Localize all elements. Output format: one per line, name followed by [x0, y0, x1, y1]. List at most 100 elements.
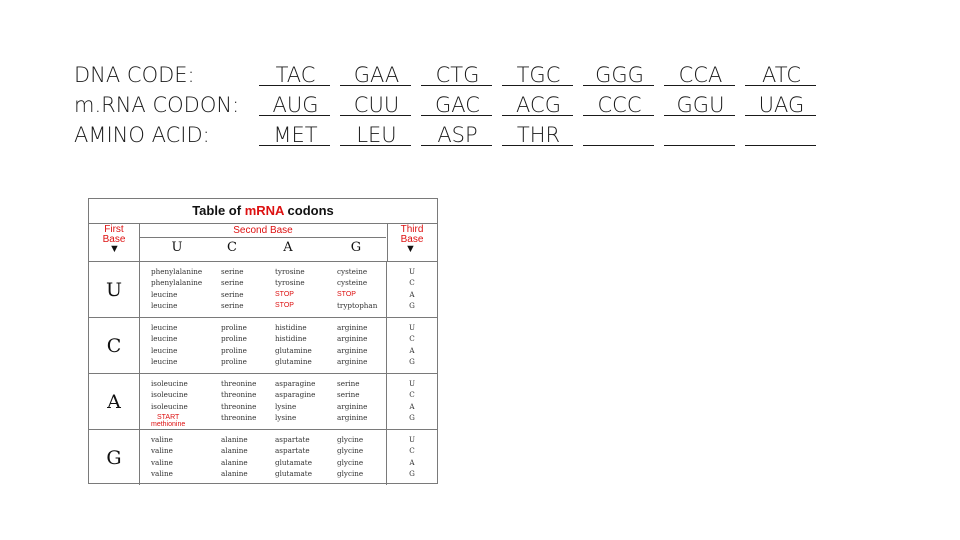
amino-acid-column: tyrosine tyrosine STOP STOP: [275, 266, 305, 311]
answer-text: TAC: [275, 63, 316, 87]
blank-underline: [259, 85, 330, 86]
blank-underline: [502, 85, 573, 86]
amino-acid-cell: threonine: [221, 390, 257, 400]
amino-acid-column: arginine arginine arginine arginine: [337, 322, 367, 367]
amino-acid-cell: serine: [221, 267, 244, 276]
amino-acid-cell: isoleucine: [151, 390, 188, 400]
answer-text: CCA: [678, 63, 723, 87]
header-divider: [139, 223, 140, 261]
amino-acid-column: histidine histidine glutamine glutamine: [275, 322, 312, 367]
third-base-letter: C: [409, 390, 415, 400]
amino-acid-cell: STOP: [337, 290, 356, 298]
amino-acid-cell: threonine: [221, 401, 257, 411]
second-base-label: Second Base: [233, 225, 293, 236]
answer-cell: TGC: [498, 60, 579, 90]
start-label: START: [156, 414, 180, 421]
blank-answer-cell: [579, 120, 660, 150]
amino-acid-cell: glycine: [337, 457, 364, 467]
amino-acid-cell: leucine: [151, 323, 178, 332]
third-base-letter: G: [409, 300, 415, 310]
first-base-block-c: C leucine leucine leucine leucine proline pr…: [89, 318, 437, 374]
answer-cell: ASP: [417, 120, 498, 150]
third-base-letter: A: [409, 457, 415, 467]
amino-acid-cell: serine: [221, 300, 244, 310]
amino-acid-cell: serine: [337, 390, 360, 400]
answer-cell: CCC: [579, 90, 660, 120]
amino-acid-cell: proline: [221, 356, 247, 366]
second-base-letter: A: [283, 240, 293, 255]
blank-underline: [259, 115, 330, 116]
first-base-block-a: A isoleucine isoleucine isoleucine START m…: [89, 374, 437, 430]
blank-answer-cell: [660, 120, 741, 150]
amino-acid-cell: glycine: [337, 468, 364, 478]
amino-acid-cell: histidine: [275, 334, 307, 344]
third-base-letter: A: [409, 289, 415, 299]
amino-acid-cell: alanine: [221, 435, 248, 444]
second-base-letter: C: [227, 240, 237, 255]
row-label: m.RNA CODON:: [74, 93, 240, 117]
amino-acid-column: proline proline proline proline: [221, 322, 247, 367]
codon-worksheet: DNA CODE: TAC GAA CTG TGC GGG CCA ATC m.…: [74, 60, 822, 150]
amino-acid-cell: glutamate: [275, 468, 312, 478]
answer-text: GAC: [435, 93, 480, 117]
answer-text: LEU: [356, 123, 397, 147]
down-arrow-icon: ▼: [109, 243, 120, 255]
amino-acid-cell: serine: [221, 289, 244, 299]
amino-acid-cell: alanine: [221, 457, 248, 467]
amino-acid-cell: leucine: [151, 356, 178, 366]
amino-acid-cell: isoleucine: [151, 401, 188, 411]
answer-text: AUG: [272, 93, 319, 117]
amino-acid-cell: isoleucine: [151, 379, 188, 388]
amino-acid-cell: STOP: [275, 290, 294, 298]
amino-acid-cell: leucine: [151, 345, 178, 355]
amino-acid-column: threonine threonine threonine threonine: [221, 378, 256, 423]
amino-acid-column: phenylalanine phenylalanine leucine leucine: [151, 266, 202, 311]
amino-acid-cell: histidine: [275, 323, 307, 332]
answer-cell: AUG: [255, 90, 336, 120]
amino-acid-cell: valine: [151, 446, 173, 456]
answer-text: ACG: [516, 93, 561, 117]
third-base-letter: U: [408, 323, 416, 332]
third-base-letter: A: [409, 345, 415, 355]
answer-cell: CCA: [660, 60, 741, 90]
answer-text: ATC: [762, 63, 801, 87]
first-base-block-g: G valine valine valine valine alanine alanin…: [89, 430, 437, 485]
amino-acid-cell: lysine: [275, 412, 297, 422]
amino-acid-cell: arginine: [337, 323, 368, 332]
answer-text: GAA: [353, 63, 400, 87]
table-header: First Base ▼ Second Base U C A G Third B…: [89, 223, 437, 262]
title-highlight: mRNA: [244, 203, 284, 218]
first-base-letter: C: [89, 318, 140, 373]
answer-cell: GGG: [579, 60, 660, 90]
blank-underline: [259, 145, 330, 146]
blank-underline: [340, 115, 411, 116]
answer-cell: GAC: [417, 90, 498, 120]
amino-acid-column: leucine leucine leucine leucine: [151, 322, 177, 367]
blank-underline: [745, 115, 816, 116]
blank-underline: [583, 145, 654, 146]
answer-text: ASP: [437, 123, 478, 147]
table-body: U phenylalanine phenylalanine leucine leuci…: [89, 262, 437, 485]
answer-text: [616, 123, 624, 147]
blank-underline: [421, 85, 492, 86]
amino-acid-column: alanine alanine alanine alanine: [221, 434, 248, 479]
amino-acid-cell: asparagine: [275, 379, 316, 388]
answer-cell: CUU: [336, 90, 417, 120]
amino-acid-cell: glycine: [337, 435, 364, 444]
amino-acid-cell: cysteine: [337, 278, 368, 288]
blank-underline: [583, 115, 654, 116]
first-base-letter: G: [89, 430, 140, 485]
title-suffix: codons: [283, 203, 334, 218]
answer-cell: GGU: [660, 90, 741, 120]
amino-acid-cell: threonine: [221, 379, 257, 388]
third-base-letter: U: [408, 379, 416, 388]
blank-underline: [340, 145, 411, 146]
amino-acid-column: glycine glycine glycine glycine: [337, 434, 363, 479]
amino-acid-column: serine serine serine serine: [221, 266, 244, 311]
blank-underline: [340, 85, 411, 86]
amino-acid-cell: glutamine: [275, 356, 312, 366]
amino-acid-cell: glutamate: [275, 457, 312, 467]
blank-underline: [745, 85, 816, 86]
